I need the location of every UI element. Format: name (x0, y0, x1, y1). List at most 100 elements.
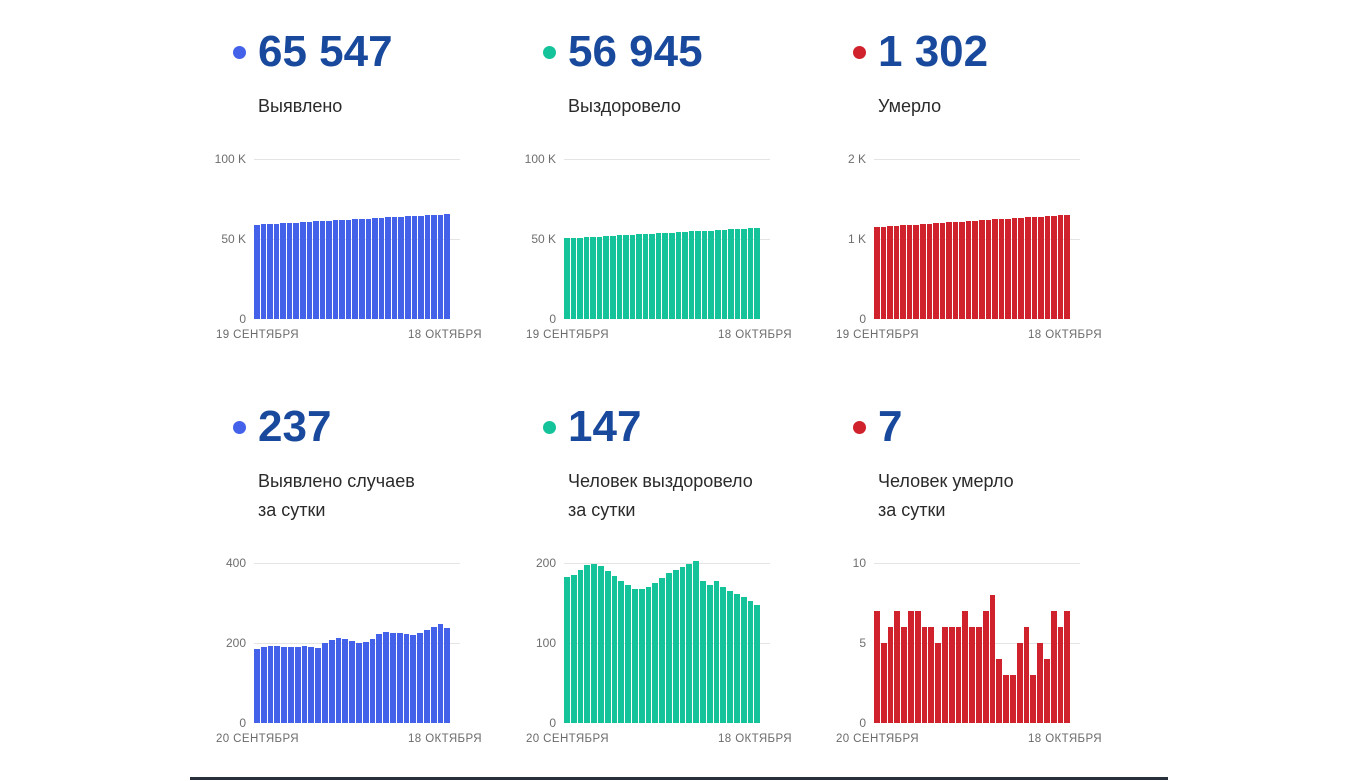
stat-label: Выздоровело (568, 92, 810, 121)
bar (286, 223, 293, 319)
stat-label-line: за сутки (878, 500, 946, 520)
panel-detected-total: 65 547 Выявлено 100 K 50 K 0 19 СЕНТЯБРЯ… (190, 26, 500, 355)
bar (570, 238, 577, 319)
stat-value: 65 547 (258, 27, 393, 76)
bar (948, 627, 955, 723)
stat-header: 65 547 (190, 26, 500, 78)
bar (686, 563, 693, 723)
bar (597, 566, 604, 723)
bar (321, 643, 328, 723)
stat-label: Выявлено случаев за сутки (258, 467, 500, 525)
bar (935, 643, 941, 723)
bar (345, 219, 352, 319)
bar (985, 219, 992, 319)
bar (369, 638, 376, 723)
bar (706, 585, 713, 723)
bar (618, 581, 625, 723)
bar (1003, 675, 1009, 723)
bar (376, 634, 383, 723)
stats-dashboard: 65 547 Выявлено 100 K 50 K 0 19 СЕНТЯБРЯ… (190, 26, 1120, 759)
bar (418, 215, 424, 319)
bar (727, 591, 733, 723)
x-axis-labels: 19 СЕНТЯБРЯ 18 ОКТЯБРЯ (216, 329, 482, 341)
gridline-top (564, 159, 770, 160)
bar (919, 224, 926, 319)
x-axis-labels: 20 СЕНТЯБРЯ 18 ОКТЯБРЯ (526, 733, 792, 745)
bar (417, 632, 423, 723)
bar (714, 230, 721, 319)
bar (301, 645, 308, 723)
bar (893, 225, 900, 319)
bar (372, 218, 378, 319)
bar (989, 595, 996, 723)
plot-area (564, 159, 770, 319)
bar (355, 642, 362, 723)
y-axis-tick-top: 200 (535, 556, 556, 570)
gridline-top (874, 159, 1080, 160)
y-axis-tick-top: 100 K (214, 152, 246, 166)
bar (880, 643, 887, 723)
stat-label-line: за сутки (258, 500, 326, 520)
y-axis-tick-zero: 0 (859, 312, 866, 326)
bar (1005, 218, 1011, 319)
bar (583, 237, 590, 319)
bar (604, 571, 611, 723)
legend-dot-icon (233, 420, 246, 434)
x-axis-tick-start: 20 СЕНТЯБРЯ (216, 733, 300, 745)
bar (385, 217, 391, 319)
bar (1043, 659, 1050, 723)
bar (431, 215, 437, 319)
bar (965, 221, 972, 319)
bar (1037, 643, 1043, 723)
bar (352, 219, 358, 319)
bar (1011, 218, 1018, 319)
bar (423, 630, 430, 723)
plot-area (254, 563, 460, 723)
bar (1057, 627, 1064, 723)
bar (389, 632, 396, 723)
plot-area (254, 159, 460, 319)
stat-value: 56 945 (568, 27, 703, 76)
bar (616, 235, 623, 319)
stat-label-line: за сутки (568, 500, 636, 520)
bar (430, 626, 437, 723)
stat-value: 7 (878, 402, 903, 451)
bar (754, 605, 761, 723)
x-axis-tick-start: 19 СЕНТЯБРЯ (836, 329, 920, 341)
bar (887, 627, 894, 723)
y-axis-tick-zero: 0 (239, 312, 246, 326)
bar (734, 229, 741, 319)
bar (701, 230, 708, 319)
bar (747, 601, 754, 723)
bar (444, 214, 450, 319)
bar (1044, 216, 1051, 319)
bar (603, 236, 609, 319)
stat-label-line: Человек выздоровело (568, 471, 753, 491)
bar (921, 627, 928, 723)
bar (260, 224, 267, 319)
bar (398, 216, 404, 319)
bar (396, 633, 403, 723)
panel-died-daily: 7 Человек умерло за сутки 10 5 0 20 СЕНТ… (810, 401, 1120, 759)
bar (962, 611, 969, 723)
bar (682, 231, 688, 319)
bar (649, 233, 655, 319)
x-axis-tick-end: 18 ОКТЯБРЯ (718, 733, 792, 745)
stat-header: 7 (810, 401, 1120, 453)
bar (982, 611, 989, 723)
bar (564, 577, 570, 723)
y-axis-tick-zero: 0 (859, 716, 866, 730)
bar (665, 573, 672, 723)
y-axis-tick-zero: 0 (549, 716, 556, 730)
bar (645, 587, 652, 723)
bar (1024, 217, 1031, 319)
bar (907, 611, 914, 723)
bar (299, 222, 306, 319)
bar (570, 575, 577, 723)
bar (720, 587, 727, 723)
bar (335, 637, 342, 723)
bar (315, 648, 321, 723)
bar (941, 627, 948, 723)
bar (754, 227, 760, 319)
plot-area (564, 561, 770, 723)
